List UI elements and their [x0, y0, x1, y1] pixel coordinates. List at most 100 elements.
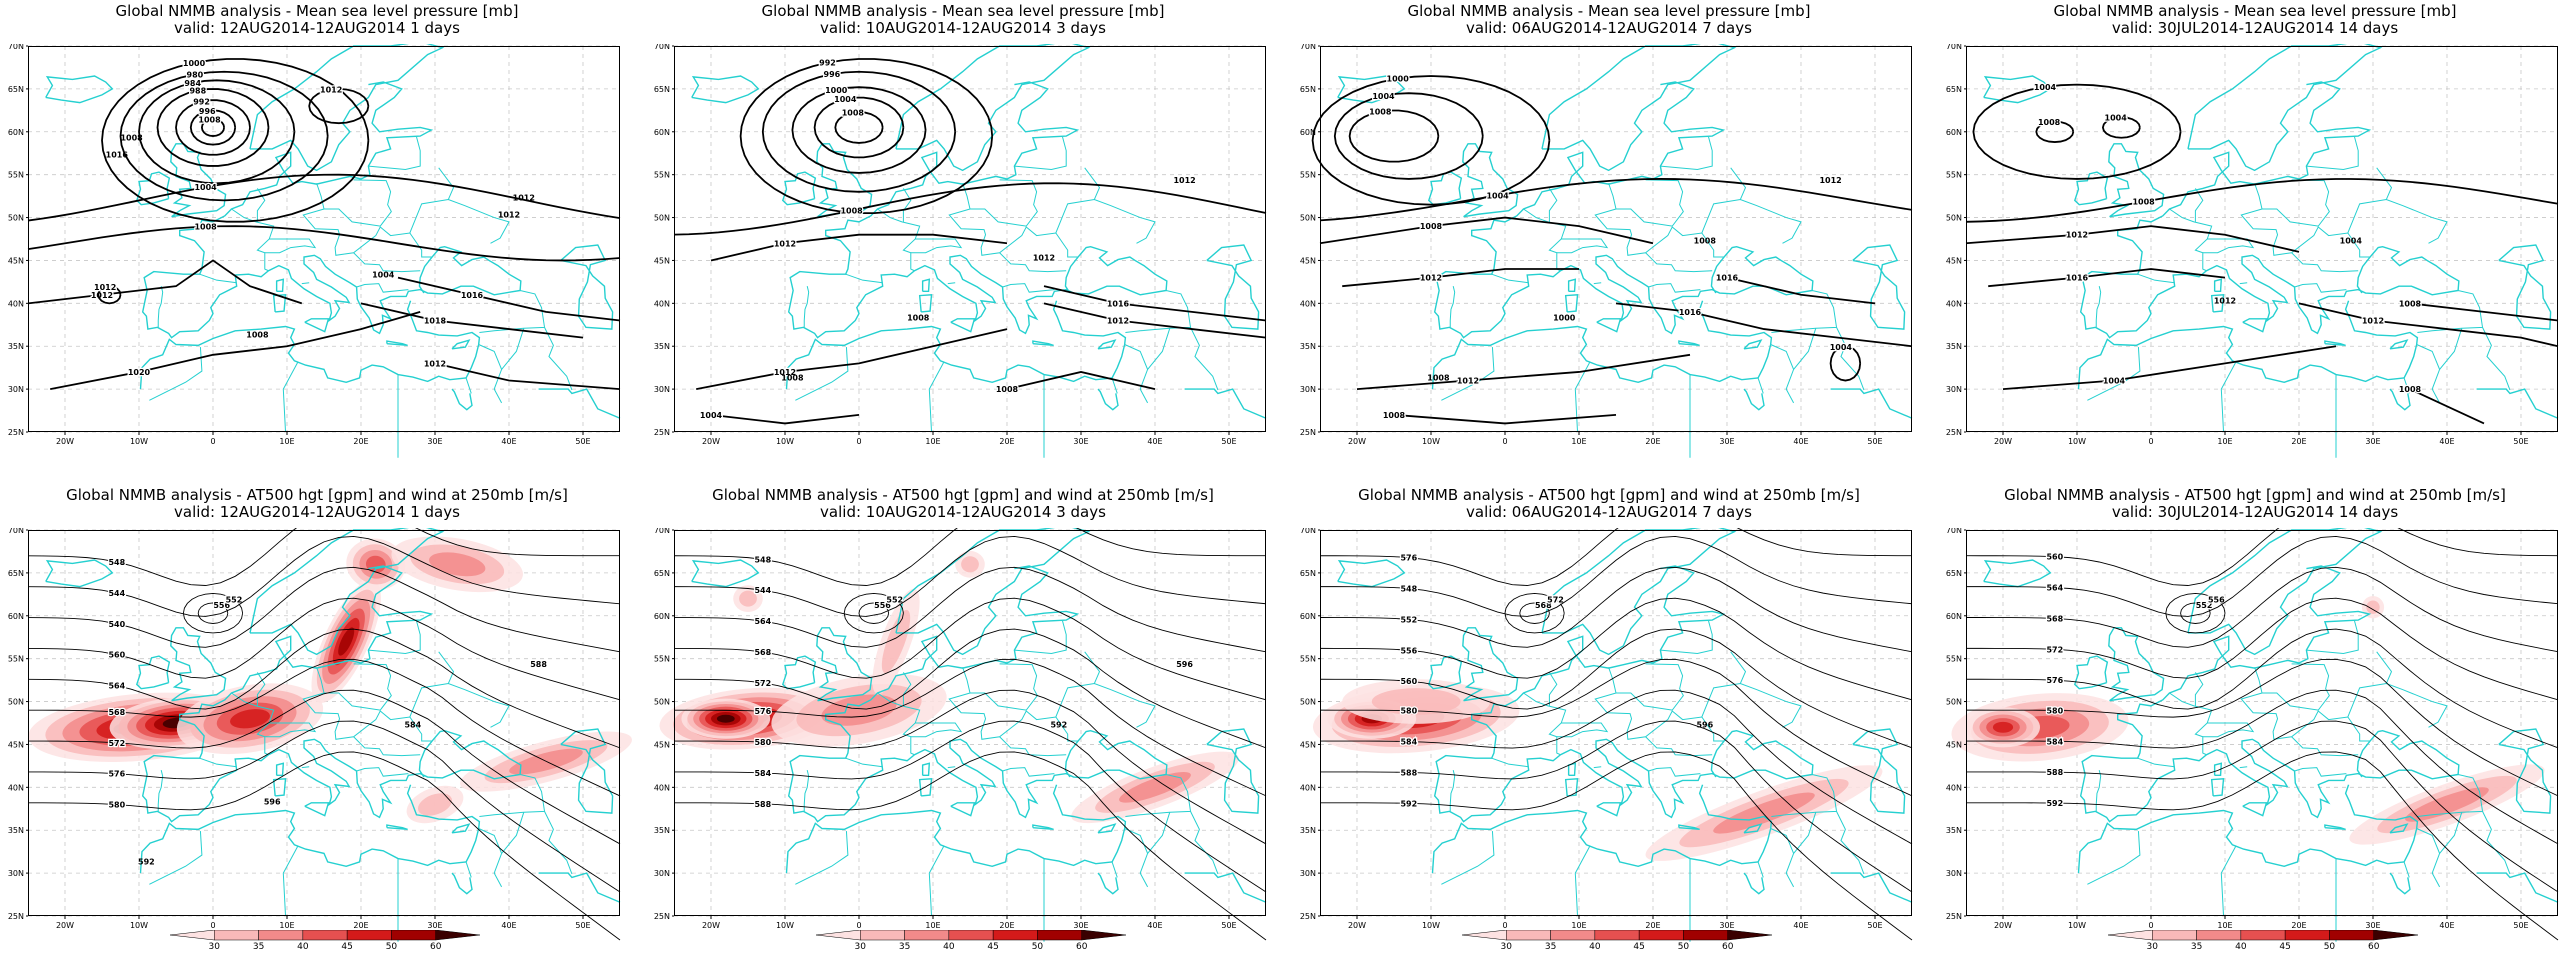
- latitude-label: 60N: [1946, 612, 1962, 621]
- country-border: [2417, 773, 2484, 817]
- country-border: [353, 736, 421, 757]
- longitude-label: 0: [210, 437, 215, 446]
- contour-label: 1012: [2362, 316, 2384, 325]
- coastline: [1567, 762, 1577, 777]
- contour-label: 1008: [1420, 222, 1443, 231]
- jet-wind-shading: [1119, 772, 1191, 803]
- country-border: [1771, 289, 1838, 333]
- longitude-label: 10E: [925, 437, 940, 446]
- isoline: [27, 528, 621, 586]
- country-border: [149, 347, 203, 401]
- contour-label: 576: [754, 707, 771, 716]
- coastline: [1032, 824, 1054, 831]
- colorbar-swatch: [2196, 930, 2242, 941]
- country-border: [1111, 861, 1118, 878]
- latitude-label: 45N: [8, 740, 24, 749]
- isoline: [673, 628, 1267, 749]
- longitude-label: 40E: [501, 921, 516, 930]
- latitude-label: 70N: [1946, 44, 1962, 51]
- coastline: [406, 784, 481, 863]
- coastline: [139, 809, 467, 874]
- coastline: [1097, 872, 1119, 895]
- isoline: [1972, 83, 2182, 180]
- coastline: [2498, 728, 2552, 814]
- coastline: [45, 75, 114, 104]
- isoline: [673, 720, 1267, 893]
- latitude-label: 65N: [654, 85, 670, 94]
- latitude-label: 55N: [8, 655, 24, 664]
- latitude-label: 40N: [654, 299, 670, 308]
- coastline: [170, 627, 227, 702]
- country-border: [803, 770, 810, 812]
- country-border: [256, 672, 266, 706]
- contour-label: 588: [2046, 768, 2063, 777]
- coastline: [1462, 143, 1519, 218]
- contour-label: 560: [108, 651, 125, 660]
- country-border: [1594, 667, 1725, 742]
- country-border: [368, 620, 421, 655]
- coastline: [918, 777, 933, 797]
- coastline: [2389, 872, 2411, 895]
- isoline: [1319, 658, 1913, 797]
- isoline: [1319, 720, 1913, 893]
- isoline: [27, 225, 621, 262]
- coastline: [1462, 627, 1519, 702]
- latitude-label: 70N: [654, 44, 670, 51]
- latitude-label: 60N: [8, 128, 24, 137]
- contour-label: 1008: [2399, 299, 2422, 308]
- coastline: [1433, 565, 1814, 823]
- coastline: [451, 872, 473, 895]
- contour-label: 984: [184, 79, 201, 88]
- country-border: [1793, 812, 1817, 854]
- longitude-label: 10W: [1422, 921, 1440, 930]
- map-frame: [674, 46, 1266, 432]
- longitude-label: 20W: [56, 921, 74, 930]
- coastline: [451, 388, 473, 411]
- isoline: [834, 111, 884, 144]
- country-border: [1523, 692, 1567, 756]
- country-border: [999, 736, 1067, 757]
- latitude-label: 35N: [1946, 826, 1962, 835]
- longitude-label: 20W: [1348, 437, 1366, 446]
- colorbar-swatch: [1727, 930, 1773, 941]
- coastline: [2389, 823, 2409, 834]
- latitude-label: 35N: [8, 826, 24, 835]
- coastline: [2213, 278, 2223, 293]
- latitude-label: 65N: [1300, 85, 1316, 94]
- coastline: [1337, 559, 1406, 588]
- country-border: [1556, 722, 1609, 738]
- contour-label: 1004: [1372, 92, 1395, 101]
- longitude-label: 50E: [1867, 437, 1882, 446]
- latitude-label: 50N: [1946, 214, 1962, 223]
- coastline: [1678, 340, 1700, 347]
- coastline: [1983, 75, 2052, 104]
- isoline: [673, 528, 1267, 586]
- longitude-label: 10E: [1571, 921, 1586, 930]
- country-border: [1014, 136, 1067, 171]
- latitude-label: 70N: [1946, 528, 1962, 535]
- country-border: [1147, 328, 1171, 370]
- longitude-label: 20W: [702, 921, 720, 930]
- contour-label: 1012: [1819, 176, 1841, 185]
- latitude-label: 45N: [1300, 740, 1316, 749]
- coastline: [787, 81, 1168, 339]
- colorbar-tick-label: 50: [2324, 942, 2336, 952]
- coastline: [1743, 388, 1765, 411]
- contour-label: 1008: [246, 331, 269, 340]
- longitude-label: 20W: [702, 437, 720, 446]
- country-border: [2306, 136, 2359, 171]
- wind-speed-colorbar: 30 35 40 45 50 60: [169, 930, 481, 952]
- country-border: [947, 282, 956, 285]
- coastline: [816, 627, 873, 702]
- panel-title: Global NMMB analysis - AT500 hgt [gpm] a…: [2004, 486, 2506, 504]
- latitude-label: 25N: [1300, 912, 1316, 921]
- contour-label: 544: [754, 586, 771, 595]
- colorbar-tick-label: 35: [2191, 942, 2202, 952]
- map-panel: Global NMMB analysis - AT500 hgt [gpm] a…: [646, 484, 1280, 960]
- longitude-label: 50E: [1221, 437, 1236, 446]
- contour-label: 1018: [424, 316, 447, 325]
- contour-label: 572: [108, 739, 125, 748]
- isoline: [1043, 302, 1267, 339]
- isoline: [1965, 597, 2559, 701]
